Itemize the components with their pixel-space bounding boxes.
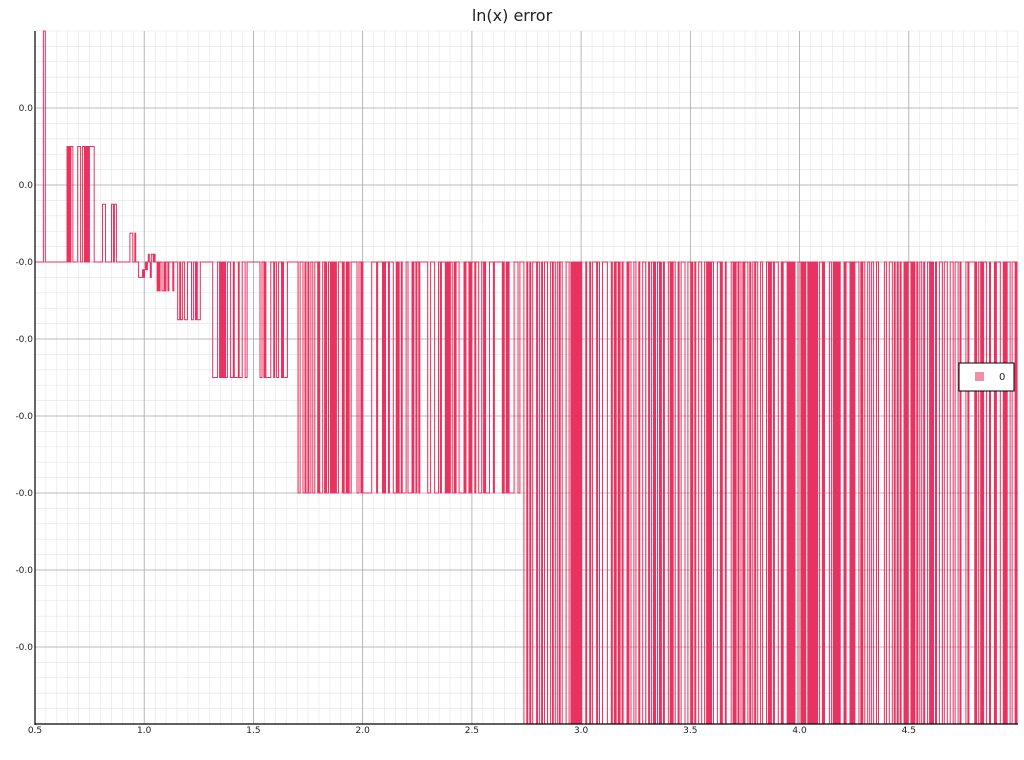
- x-axis-ticks: 0.5 1.0 1.5 2.0 2.5 3.0 3.5 4.0 4.5: [28, 726, 916, 736]
- y-tick-label: -0.0: [15, 412, 33, 422]
- x-tick-label: 2.0: [356, 726, 371, 736]
- x-tick-label: 1.0: [137, 726, 152, 736]
- axes: [34, 31, 1018, 725]
- x-tick-label: 1.5: [246, 726, 260, 736]
- y-tick-label: -0.0: [15, 489, 33, 499]
- legend-box: [958, 362, 1015, 392]
- y-tick-label: -0.0: [15, 643, 33, 653]
- series-group: [35, 30, 1018, 725]
- x-tick-label: 3.5: [683, 726, 697, 736]
- legend: 0: [958, 362, 1015, 392]
- chart-title: ln(x) error: [471, 6, 553, 25]
- legend-label: 0: [999, 372, 1005, 383]
- y-tick-label: -0.0: [15, 258, 33, 268]
- y-tick-label: 0.0: [19, 181, 34, 191]
- x-tick-label: 4.0: [792, 726, 807, 736]
- y-tick-label: -0.0: [15, 335, 33, 345]
- legend-swatch: [975, 372, 984, 381]
- y-tick-label: -0.0: [15, 566, 33, 576]
- x-tick-label: 4.5: [902, 726, 916, 736]
- x-tick-label: 2.5: [465, 726, 479, 736]
- y-tick-label: 0.0: [19, 104, 34, 114]
- series-line-0: [35, 30, 1018, 725]
- x-tick-label: 0.5: [28, 726, 42, 736]
- x-tick-label: 3.0: [574, 726, 589, 736]
- y-axis-ticks: 0.0 0.0 -0.0 -0.0 -0.0 -0.0 -0.0 -0.0: [15, 104, 33, 653]
